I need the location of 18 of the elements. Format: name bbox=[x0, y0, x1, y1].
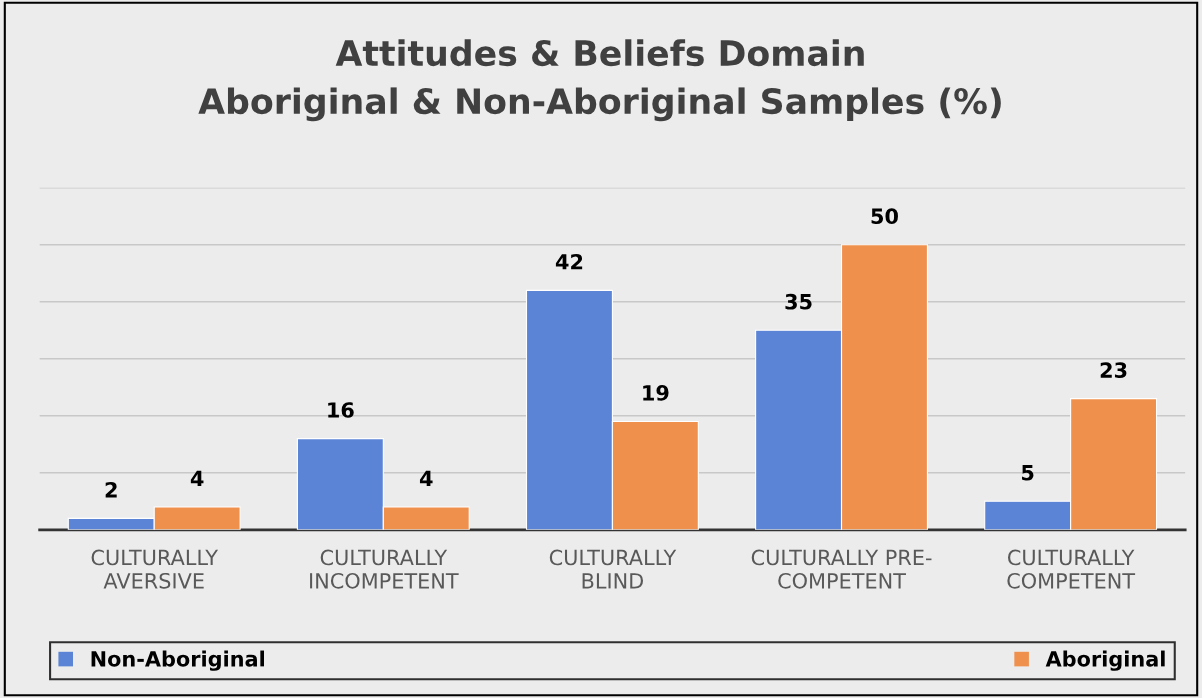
data-label: 19 bbox=[643, 385, 669, 401]
x-tick-label: CULTURALLY INCOMPETENT bbox=[310, 549, 459, 589]
data-label: 16 bbox=[328, 402, 354, 418]
legend-label: Aboriginal bbox=[1045, 650, 1165, 671]
x-tick-label: CULTURALLY AVERSIVE bbox=[91, 549, 219, 589]
data-label: 23 bbox=[1100, 362, 1127, 378]
data-label: 50 bbox=[871, 208, 898, 225]
data-label: 4 bbox=[419, 470, 433, 486]
data-label: 4 bbox=[190, 470, 204, 486]
x-tick-label: CULTURALLY BLIND bbox=[549, 549, 677, 589]
legend-label: Non-Aboriginal bbox=[91, 650, 264, 671]
data-label: 42 bbox=[555, 253, 583, 270]
data-label: 5 bbox=[1022, 465, 1034, 481]
x-tick-label: CULTURALLY COMPETENT bbox=[1007, 549, 1136, 589]
data-label: 35 bbox=[785, 293, 812, 310]
chart-title: Attitudes & Beliefs Domain Aboriginal & Non-Aboriginal Samples (%) bbox=[198, 39, 1001, 122]
x-tick-label: CULTURALLY PRE- COMPETENT bbox=[751, 549, 932, 589]
data-label: 2 bbox=[105, 481, 117, 498]
